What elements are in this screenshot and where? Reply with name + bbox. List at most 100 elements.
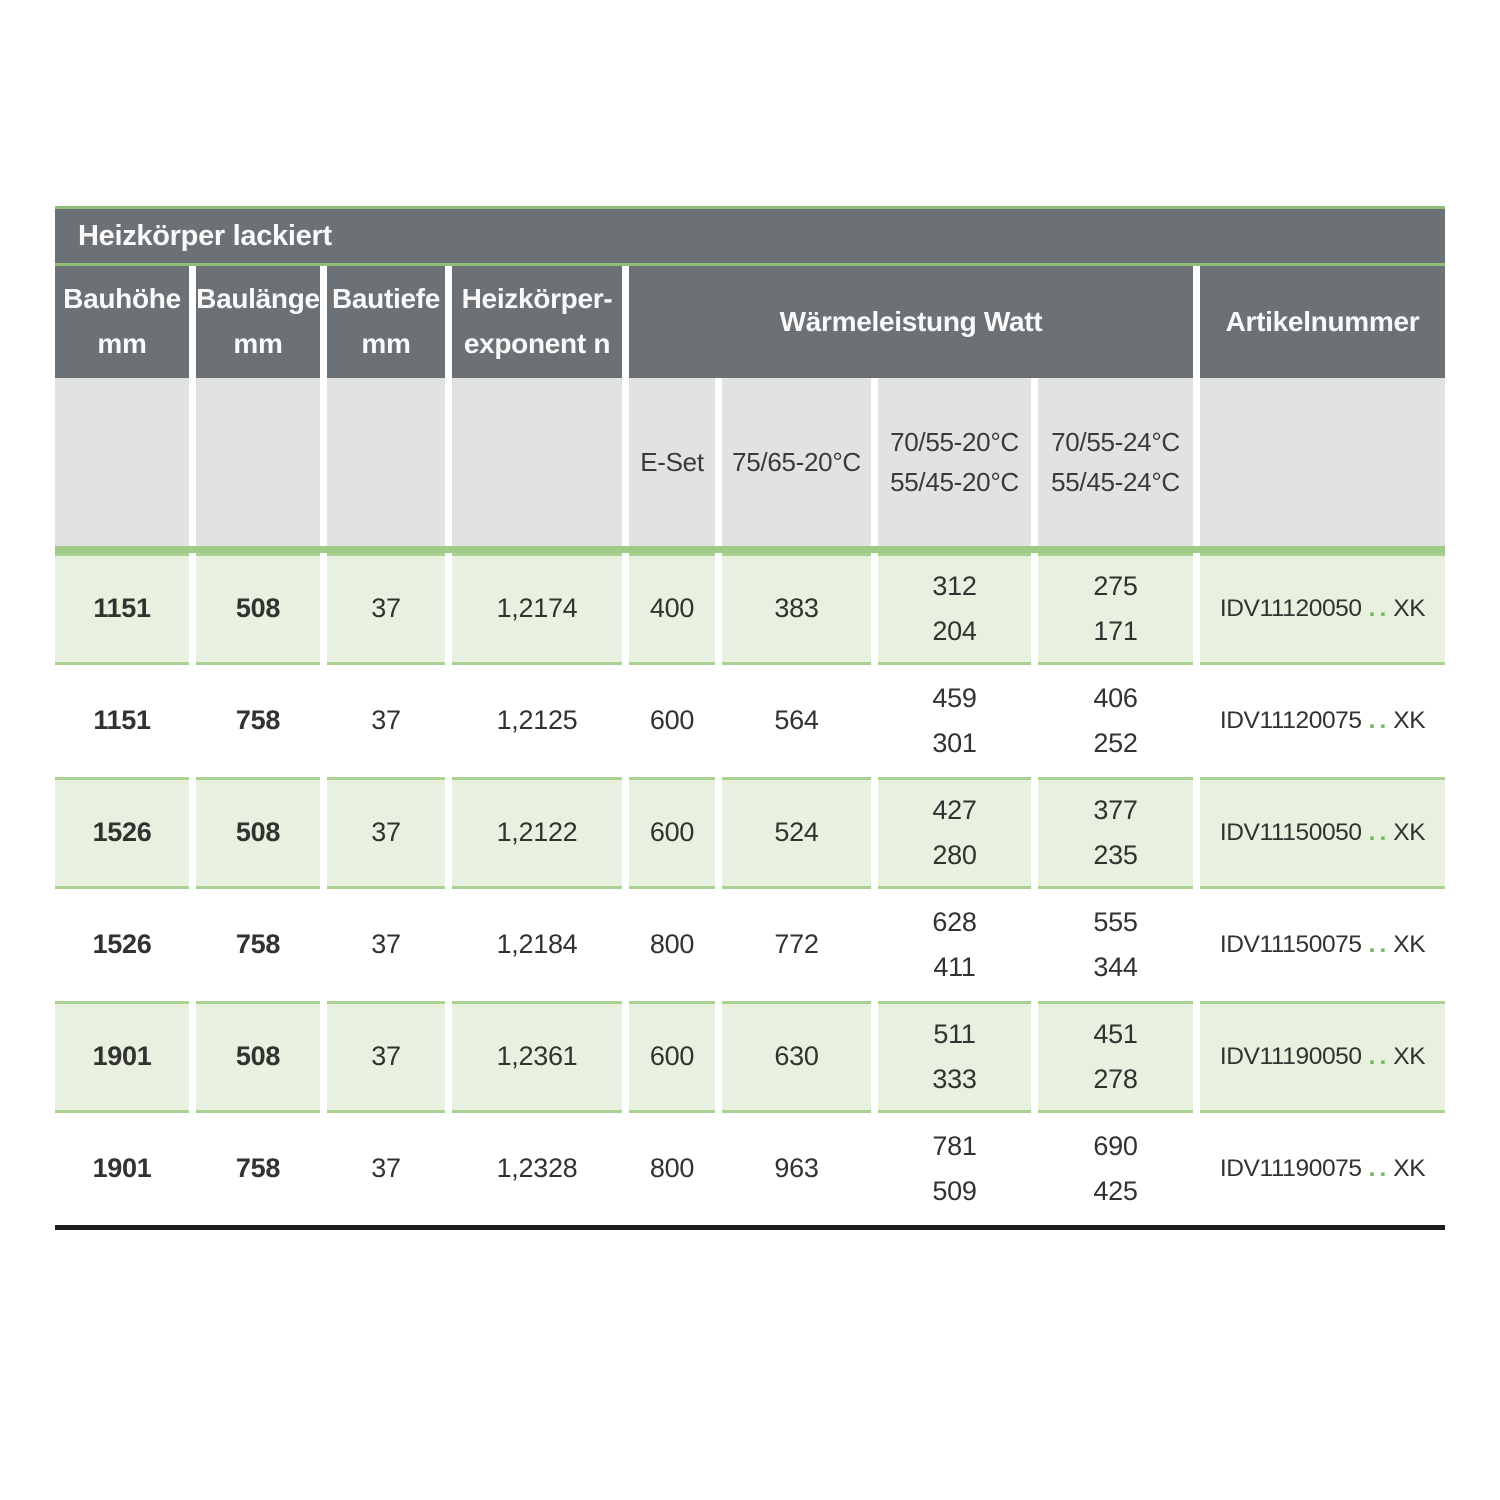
cell-artikelnummer: IDV11150075 .. XK [1200,889,1445,1001]
cell-artikelnummer: IDV11190075 .. XK [1200,1113,1445,1225]
table-row: 1151 758 37 1,2125 600 564 459 301 406 252… [55,665,1445,777]
subheader-label: 55/45-24°C [1051,467,1180,497]
artikel-placeholder-dots: .. [1368,707,1391,735]
column-header-artikelnummer: Artikelnummer [1200,266,1445,378]
subheader-empty-baulaenge [196,378,320,546]
watt-value-line: 511 [933,1019,976,1050]
cell-eset: 600 [629,1001,715,1113]
artikel-placeholder-dots: .. [1368,595,1391,623]
column-header-exponent: Heizkörper- exponent n [452,266,622,378]
table-title-band: Heizkörper lackiert [55,206,1445,263]
cell-watt-75-65: 963 [722,1113,871,1225]
column-header-line: Heizkörper- [461,283,613,315]
subheader-empty-bautiefe [327,378,445,546]
artikel-suffix: XK [1393,931,1426,959]
cell-bautiefe: 37 [327,1113,445,1225]
artikel-prefix: IDV11150050 [1219,819,1362,847]
subheader-label: 70/55-24°C [1051,426,1180,457]
table-row: 1526 758 37 1,2184 800 772 628 411 555 344… [55,889,1445,1001]
column-header-line: Bauhöhe [63,283,181,315]
cell-exponent: 1,2361 [452,1001,622,1113]
watt-value-line: 509 [932,1176,977,1206]
artikel-suffix: XK [1393,1155,1426,1183]
watt-value-line: 411 [933,952,976,982]
cell-baulaenge: 758 [196,665,320,777]
artikel-prefix: IDV11150075 [1219,931,1362,959]
cell-eset: 400 [629,553,715,665]
column-header-line: Artikelnummer [1225,305,1420,337]
cell-watt-70-55-24: 377 235 [1038,777,1193,889]
column-header-line: Baulänge [196,283,320,315]
table-bottom-rule [55,1225,1445,1230]
artikel-prefix: IDV11190050 [1219,1043,1362,1071]
cell-baulaenge: 508 [196,1001,320,1113]
table-title: Heizkörper lackiert [78,219,332,252]
cell-artikelnummer: IDV11150050 .. XK [1200,777,1445,889]
watt-value-line: 459 [932,683,977,714]
cell-watt-70-55-20: 781 509 [878,1113,1031,1225]
cell-eset: 600 [629,665,715,777]
cell-baulaenge: 508 [196,777,320,889]
cell-watt-70-55-24: 690 425 [1038,1113,1193,1225]
cell-eset: 800 [629,1113,715,1225]
artikel-suffix: XK [1393,707,1426,735]
column-header-line: Bautiefe [331,283,441,315]
subheader-empty-exponent [452,378,622,546]
cell-artikelnummer: IDV11120050 .. XK [1200,553,1445,665]
cell-bauhoehe: 1151 [55,665,189,777]
watt-value-line: 781 [932,1131,977,1162]
cell-watt-70-55-20: 312 204 [878,553,1031,665]
watt-value-line: 252 [1093,728,1138,758]
cell-watt-70-55-20: 459 301 [878,665,1031,777]
column-header-line: mm [97,328,147,359]
cell-baulaenge: 758 [196,1113,320,1225]
cell-watt-75-65: 383 [722,553,871,665]
watt-value-line: 427 [932,795,977,826]
cell-bauhoehe: 1901 [55,1113,189,1225]
cell-exponent: 1,2122 [452,777,622,889]
cell-bauhoehe: 1526 [55,777,189,889]
radiator-spec-table: Heizkörper lackiert Bauhöhe mm Baulänge … [55,206,1445,1230]
watt-value-line: 344 [1093,952,1138,982]
watt-value-line: 628 [932,907,977,938]
cell-bautiefe: 37 [327,553,445,665]
column-header-bautiefe: Bautiefe mm [327,266,445,378]
watt-value-line: 204 [932,616,977,646]
cell-watt-70-55-24: 275 171 [1038,553,1193,665]
artikel-suffix: XK [1393,595,1426,623]
cell-bauhoehe: 1526 [55,889,189,1001]
watt-value-line: 377 [1093,795,1138,826]
subheader-label: 55/45-20°C [890,467,1019,497]
cell-artikelnummer: IDV11190050 .. XK [1200,1001,1445,1113]
subheader-70-55-24: 70/55-24°C 55/45-24°C [1038,378,1193,546]
subheader-empty-artikelnummer [1200,378,1445,546]
watt-value-line: 171 [1093,616,1138,646]
subheader-label: 70/55-20°C [890,426,1019,457]
column-header-baulaenge: Baulänge mm [196,266,320,378]
cell-bautiefe: 37 [327,777,445,889]
artikel-placeholder-dots: .. [1368,931,1391,959]
cell-watt-70-55-24: 406 252 [1038,665,1193,777]
subheader-eset: E-Set [629,378,715,546]
column-header-line: mm [361,328,411,359]
cell-bautiefe: 37 [327,889,445,1001]
artikel-placeholder-dots: .. [1368,819,1391,847]
cell-bauhoehe: 1901 [55,1001,189,1113]
column-header-waermeleistung: Wärmeleistung Watt [629,266,1193,378]
watt-value-line: 301 [932,728,977,758]
cell-exponent: 1,2125 [452,665,622,777]
watt-value-line: 333 [932,1064,977,1094]
cell-watt-70-55-20: 427 280 [878,777,1031,889]
table-row: 1526 508 37 1,2122 600 524 427 280 377 235… [55,777,1445,889]
watt-value-line: 425 [1093,1176,1138,1206]
green-divider-top [55,263,1445,266]
watt-value-line: 406 [1093,683,1138,714]
cell-exponent: 1,2328 [452,1113,622,1225]
watt-value-line: 278 [1093,1064,1138,1094]
cell-bautiefe: 37 [327,665,445,777]
column-header-line: mm [233,328,283,359]
cell-baulaenge: 758 [196,889,320,1001]
column-header-bauhoehe: Bauhöhe mm [55,266,189,378]
watt-value-line: 555 [1093,907,1138,938]
